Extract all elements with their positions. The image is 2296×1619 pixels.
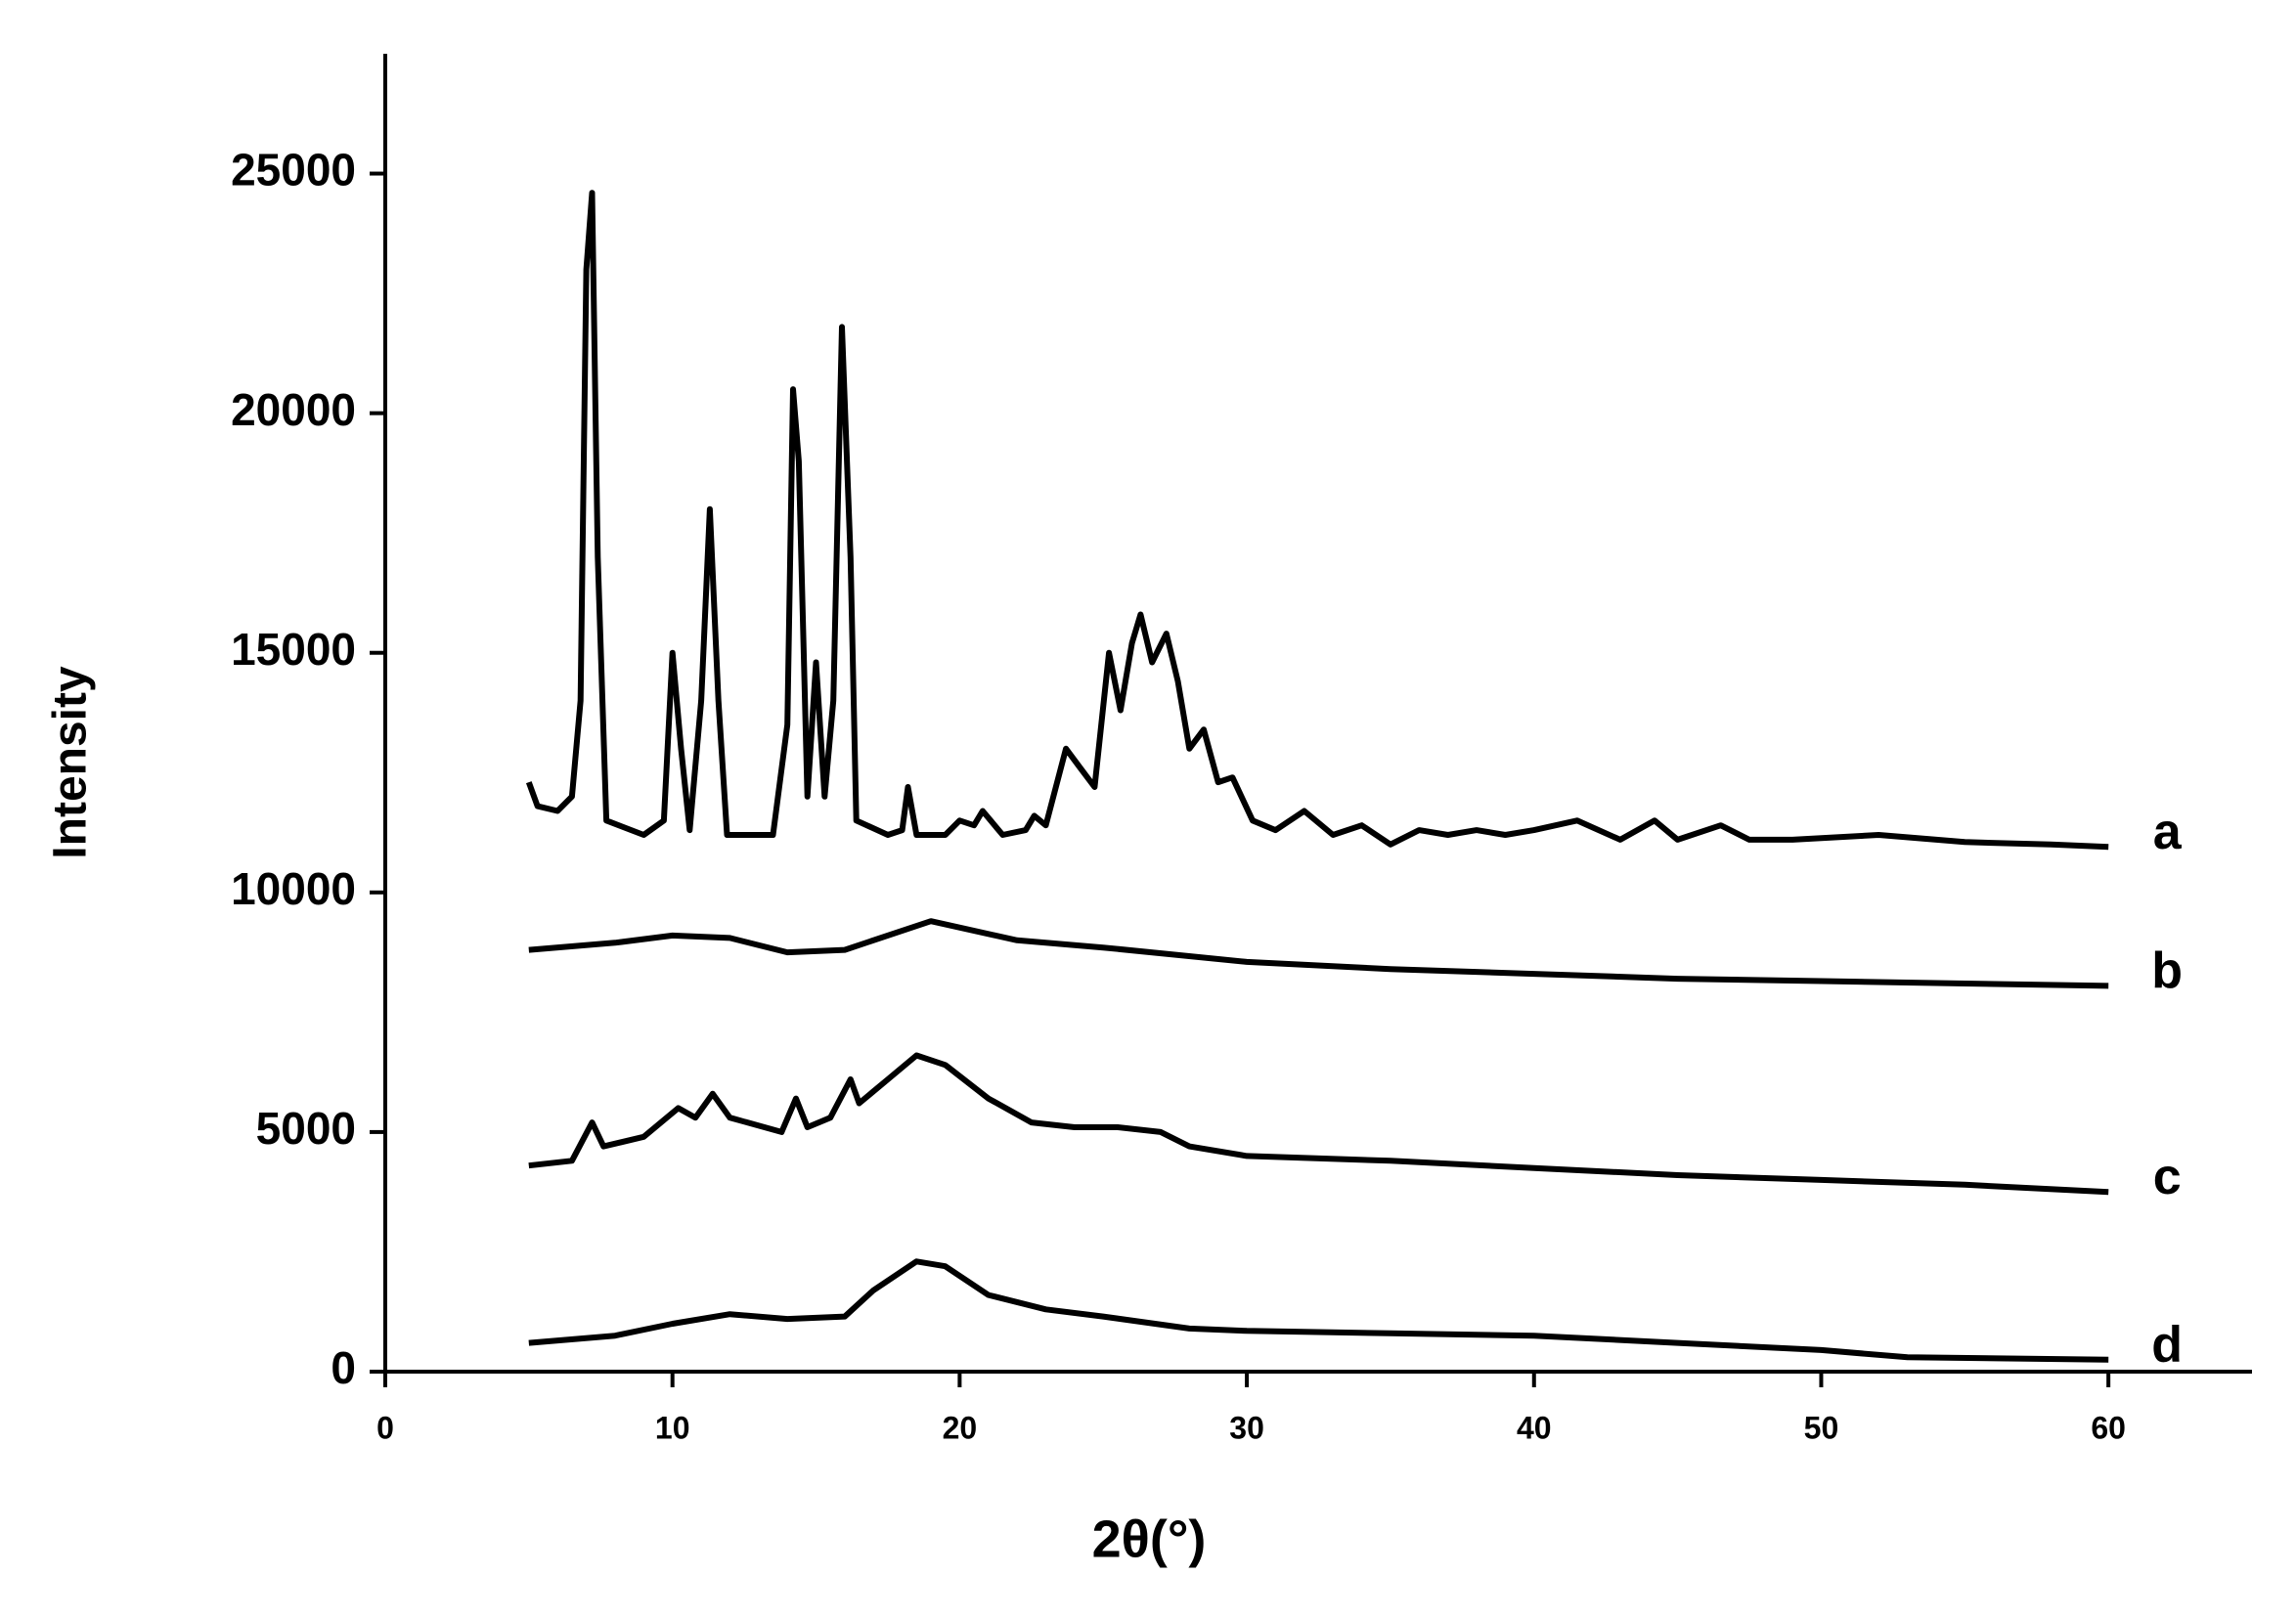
y-tick-label: 20000	[231, 384, 356, 435]
series-line	[525, 190, 2109, 851]
series-line	[528, 1052, 2109, 1196]
x-tick-label: 60	[2091, 1410, 2126, 1445]
x-axis-label: 2θ(°)	[1092, 1510, 1207, 1568]
series-label: c	[2153, 1149, 2182, 1205]
y-tick-label: 5000	[256, 1103, 356, 1154]
y-tick-label: 25000	[231, 145, 356, 196]
y-tick-label: 15000	[231, 624, 356, 675]
x-tick-label: 0	[376, 1410, 394, 1445]
x-tick-label: 20	[943, 1410, 978, 1445]
y-axis-label: Intensity	[45, 666, 97, 859]
x-tick-label: 40	[1517, 1410, 1552, 1445]
y-tick-label: 0	[331, 1342, 356, 1393]
x-tick-label: 50	[1804, 1410, 1839, 1445]
x-tick-label: 30	[1229, 1410, 1264, 1445]
x-tick-label: 10	[655, 1410, 690, 1445]
y-tick-label: 10000	[231, 863, 356, 914]
series-label: b	[2151, 942, 2183, 999]
series-label: d	[2151, 1316, 2183, 1373]
series-line	[528, 1258, 2109, 1363]
series-label: a	[2153, 804, 2183, 860]
series-line	[528, 918, 2109, 989]
